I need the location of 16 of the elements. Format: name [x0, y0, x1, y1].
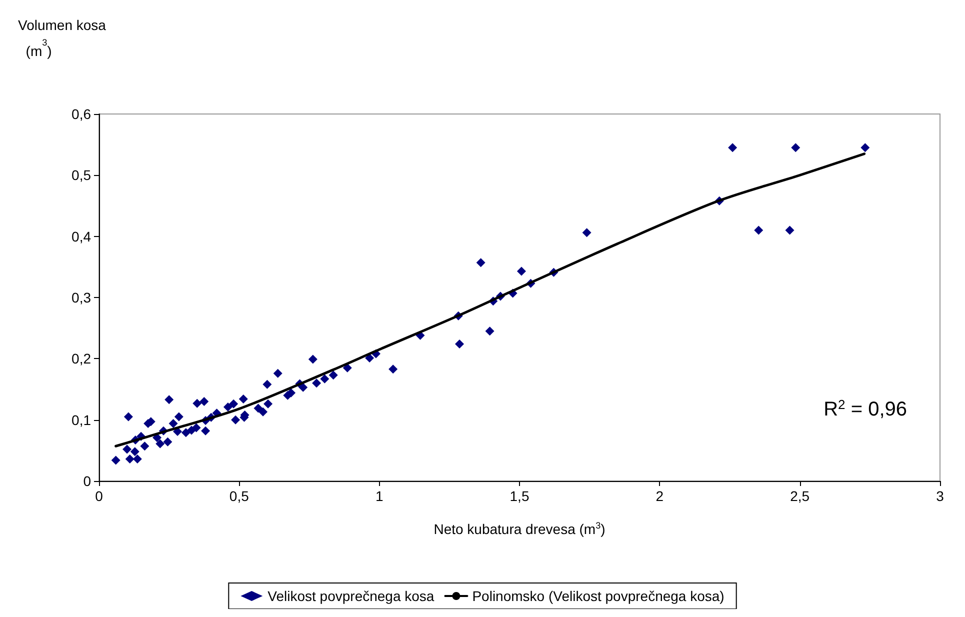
x-tick-label: 1,5	[510, 488, 530, 504]
y-tick-label: 0,3	[72, 290, 92, 306]
y-tick-label: 0,4	[72, 228, 92, 244]
y-tick-label: 0	[83, 473, 92, 489]
legend-label: Velikost povprečnega kosa	[268, 588, 434, 604]
x-tick-label: 0,5	[229, 488, 250, 504]
x-tick-label: 2,5	[790, 488, 810, 504]
x-tick-label: 1	[375, 488, 384, 504]
y-tick-label: 0,2	[72, 350, 92, 367]
x-tick-label: 2	[656, 488, 664, 504]
y-tick-label: 0,6	[72, 106, 92, 122]
legend-label: Polinomsko (Velikost povprečnega kosa)	[472, 588, 724, 604]
x-tick-label: 3	[936, 488, 944, 504]
x-tick-label: 0	[95, 488, 104, 504]
y-tick-label: 0,5	[72, 167, 92, 184]
y-tick-label: 0,1	[72, 412, 92, 428]
